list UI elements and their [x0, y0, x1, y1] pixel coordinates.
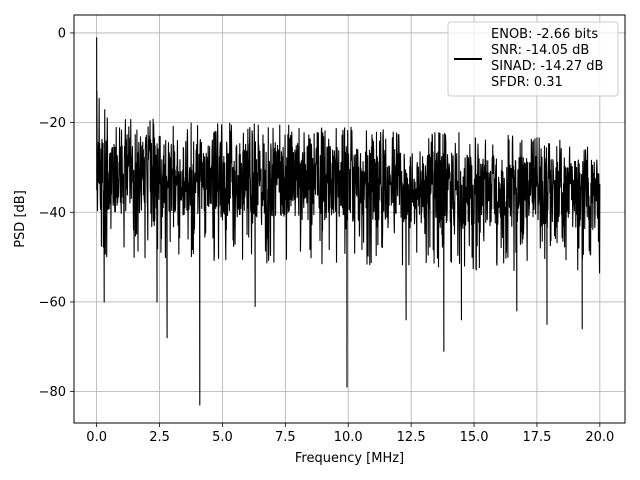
- legend-text-sfdr: SFDR: 0.31: [491, 75, 563, 90]
- y-tick-label: 0: [58, 26, 66, 41]
- y-axis-label: PSD [dB]: [13, 190, 28, 248]
- x-tick-label: 10.0: [334, 430, 363, 445]
- x-tick-label: 0.0: [86, 430, 107, 445]
- y-tick-label: −40: [39, 206, 66, 221]
- y-tick-label: −80: [39, 385, 66, 400]
- plot-frame: [73, 14, 626, 424]
- x-axis-label: Frequency [MHz]: [295, 451, 404, 466]
- x-tick-label: 15.0: [460, 430, 489, 445]
- psd-line: [96, 37, 601, 406]
- x-tick-label: 2.5: [149, 430, 170, 445]
- legend-text-sinad: SINAD: -14.27 dB: [491, 59, 603, 74]
- legend-box: [447, 21, 619, 97]
- psd-series: [96, 37, 601, 406]
- x-tick-label: 5.0: [212, 430, 233, 445]
- y-tick-label: −60: [39, 295, 66, 310]
- x-tick-label: 12.5: [397, 430, 426, 445]
- x-tick-label: 20.0: [585, 430, 614, 445]
- legend: ENOB: -2.66 bits SNR: -14.05 dB SINAD: -…: [447, 21, 619, 97]
- x-tick-label: 17.5: [522, 430, 551, 445]
- legend-text-enob: ENOB: -2.66 bits: [491, 27, 598, 42]
- x-tick-label: 7.5: [275, 430, 296, 445]
- y-tick-label: −20: [39, 116, 66, 131]
- axis-ticks: 0.0 2.5 5.0 7.5 10.0 12.5 15.0 17.5 20.0 0 −20 −40 −…: [39, 26, 615, 445]
- legend-text-snr: SNR: -14.05 dB: [491, 43, 589, 58]
